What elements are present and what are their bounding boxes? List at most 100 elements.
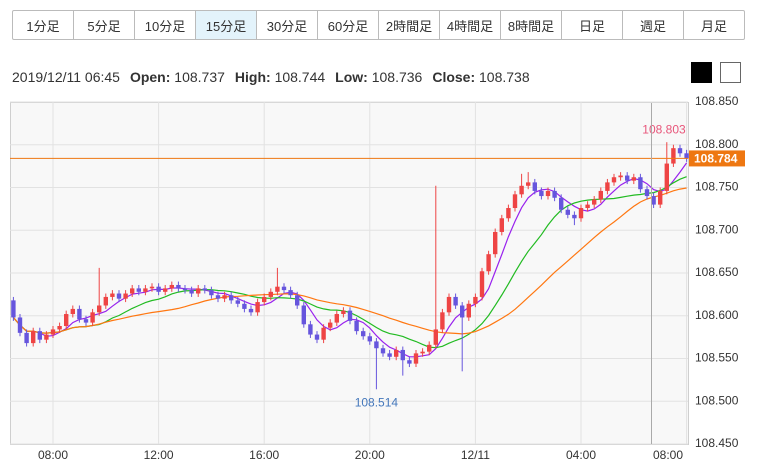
candle-body	[163, 288, 168, 292]
candle-body	[70, 308, 75, 315]
candle-body	[400, 349, 405, 361]
candle-body	[578, 208, 584, 219]
candle-body	[103, 296, 108, 306]
price-tag	[689, 150, 745, 167]
theme-toggle	[691, 62, 741, 83]
candle-body	[598, 190, 603, 200]
candle-body	[361, 331, 366, 337]
candle-body	[136, 288, 141, 292]
candle-body	[664, 163, 669, 191]
info-value: 108.736	[371, 69, 423, 85]
candle-body	[644, 189, 650, 197]
info-label: Close:	[432, 69, 476, 85]
candle-body	[407, 360, 412, 364]
candle-body	[222, 295, 227, 299]
candle-body	[116, 293, 122, 299]
candle-body	[552, 190, 557, 198]
candle-body	[149, 286, 155, 289]
timeframe-tab[interactable]: 60分足	[317, 11, 378, 39]
candle-body	[446, 296, 452, 313]
candle-body	[295, 295, 300, 306]
candle-body	[618, 175, 623, 178]
candle-body	[24, 332, 29, 344]
candle-body	[453, 296, 458, 306]
info-value: 108.737	[174, 69, 225, 85]
candle-body	[512, 194, 518, 209]
x-tick-label: 12/11	[461, 448, 490, 462]
candle-body	[493, 231, 498, 255]
candle-body	[288, 290, 293, 296]
dark-theme-button[interactable]	[691, 62, 712, 83]
timeframe-tab[interactable]: 5分足	[73, 11, 134, 39]
timeframe-tab[interactable]: 10分足	[134, 11, 195, 39]
candle-body	[334, 314, 339, 323]
timeframe-tab[interactable]: 月足	[683, 11, 744, 39]
candle-body	[321, 327, 326, 340]
candle-body	[17, 317, 23, 333]
y-tick-label: 108.600	[695, 308, 739, 322]
moving-average	[12, 187, 687, 335]
candle-body	[182, 288, 188, 291]
timeframe-tab[interactable]: 2時間足	[378, 11, 439, 39]
y-tick-label: 108.700	[695, 222, 739, 236]
timeframe-tab[interactable]: 15分足	[195, 11, 256, 39]
candle-body	[77, 308, 82, 320]
candle-body	[499, 218, 504, 232]
x-tick-label: 08:00	[653, 448, 683, 462]
candle-body	[427, 344, 432, 352]
candle-body	[123, 293, 128, 299]
candle-body	[209, 290, 214, 296]
candle-body	[565, 209, 570, 215]
candle-body	[314, 334, 320, 340]
high-label: 108.803	[642, 122, 686, 136]
y-tick-label: 108.650	[695, 265, 739, 279]
candle-body	[506, 208, 511, 219]
candle-body	[526, 182, 531, 186]
candle-body	[539, 190, 544, 197]
y-tick-label: 108.500	[695, 393, 739, 407]
candle-body	[394, 349, 399, 357]
candle-body	[545, 190, 551, 197]
x-tick-label: 20:00	[355, 448, 385, 462]
candle-body	[242, 303, 247, 309]
candle-body	[625, 175, 630, 181]
candle-body	[268, 291, 273, 297]
candle-body	[215, 295, 221, 299]
candle-body	[64, 314, 69, 327]
candle-body	[37, 331, 42, 340]
candle-body	[130, 288, 135, 294]
candle-body	[532, 182, 537, 191]
candle-body	[97, 305, 102, 313]
timeframe-tab[interactable]: 8時間足	[500, 11, 561, 39]
timeframe-tab[interactable]: 1分足	[26, 18, 60, 34]
candle-body	[479, 271, 485, 297]
candle-body	[611, 177, 617, 183]
candle-body	[143, 288, 148, 292]
price-tag-label: 108.784	[694, 152, 738, 166]
candle-body	[341, 310, 346, 315]
timeframe-tab[interactable]: 4時間足	[439, 11, 500, 39]
timeframe-tab[interactable]: 日足	[561, 11, 622, 39]
candle-body	[262, 296, 267, 303]
candle-body	[420, 351, 425, 354]
candle-body	[559, 197, 564, 210]
candle-body	[367, 336, 372, 342]
candle-body	[473, 296, 478, 304]
candle-body	[433, 329, 438, 345]
ohlc-info: 2019/12/11 06:45 Open: 108.737 High: 108.7…	[12, 69, 530, 85]
timeframe-tab[interactable]: 30分足	[256, 11, 317, 39]
y-tick-label: 108.850	[695, 94, 739, 108]
candle-body	[638, 177, 643, 190]
light-theme-button[interactable]	[720, 62, 741, 83]
candle-body	[651, 196, 656, 205]
info-value: 108.744	[274, 69, 326, 85]
candle-body	[413, 353, 419, 364]
candle-body	[308, 324, 313, 335]
timeframe-tab[interactable]: 週足	[622, 11, 683, 39]
y-tick-label: 108.550	[695, 351, 739, 365]
candle-body	[255, 302, 260, 313]
candle-body	[677, 148, 683, 154]
x-tick-label: 16:00	[249, 448, 279, 462]
candle-body	[572, 214, 577, 219]
